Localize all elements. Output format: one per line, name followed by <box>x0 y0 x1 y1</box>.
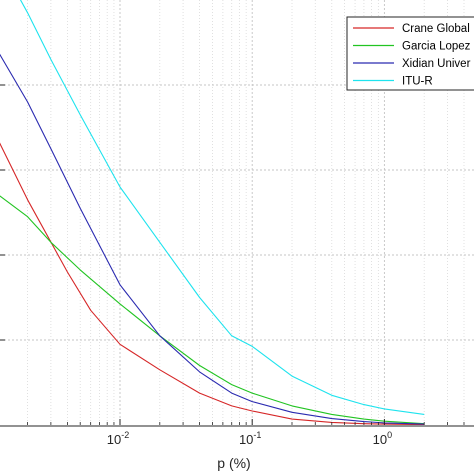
series-line-2 <box>0 195 425 425</box>
legend-label-1: Crane Global <box>402 23 470 35</box>
legend-label-2: Garcia Lopez <box>402 41 471 53</box>
x-tick-label: 10-2 <box>107 430 129 447</box>
x-axis-ticks: 10-2 10-1 100 <box>0 84 465 447</box>
legend-label-4: ITU-R <box>402 76 433 88</box>
series-layer <box>0 0 425 425</box>
series-line-3 <box>0 53 425 425</box>
x-tick-label: 100 <box>373 430 392 447</box>
major-grid <box>0 0 474 425</box>
series-line-1 <box>0 142 425 425</box>
legend-box <box>346 16 474 91</box>
plot-frame <box>0 425 474 427</box>
x-tick-label: 10-1 <box>239 430 261 447</box>
legend: Crane Global Garcia Lopez Xidian Univer ITU… <box>346 16 474 91</box>
series-line-4 <box>19 0 425 415</box>
minor-grid <box>27 0 465 425</box>
x-axis-label: p (%) <box>217 455 250 471</box>
legend-label-3: Xidian Univer <box>402 58 471 70</box>
